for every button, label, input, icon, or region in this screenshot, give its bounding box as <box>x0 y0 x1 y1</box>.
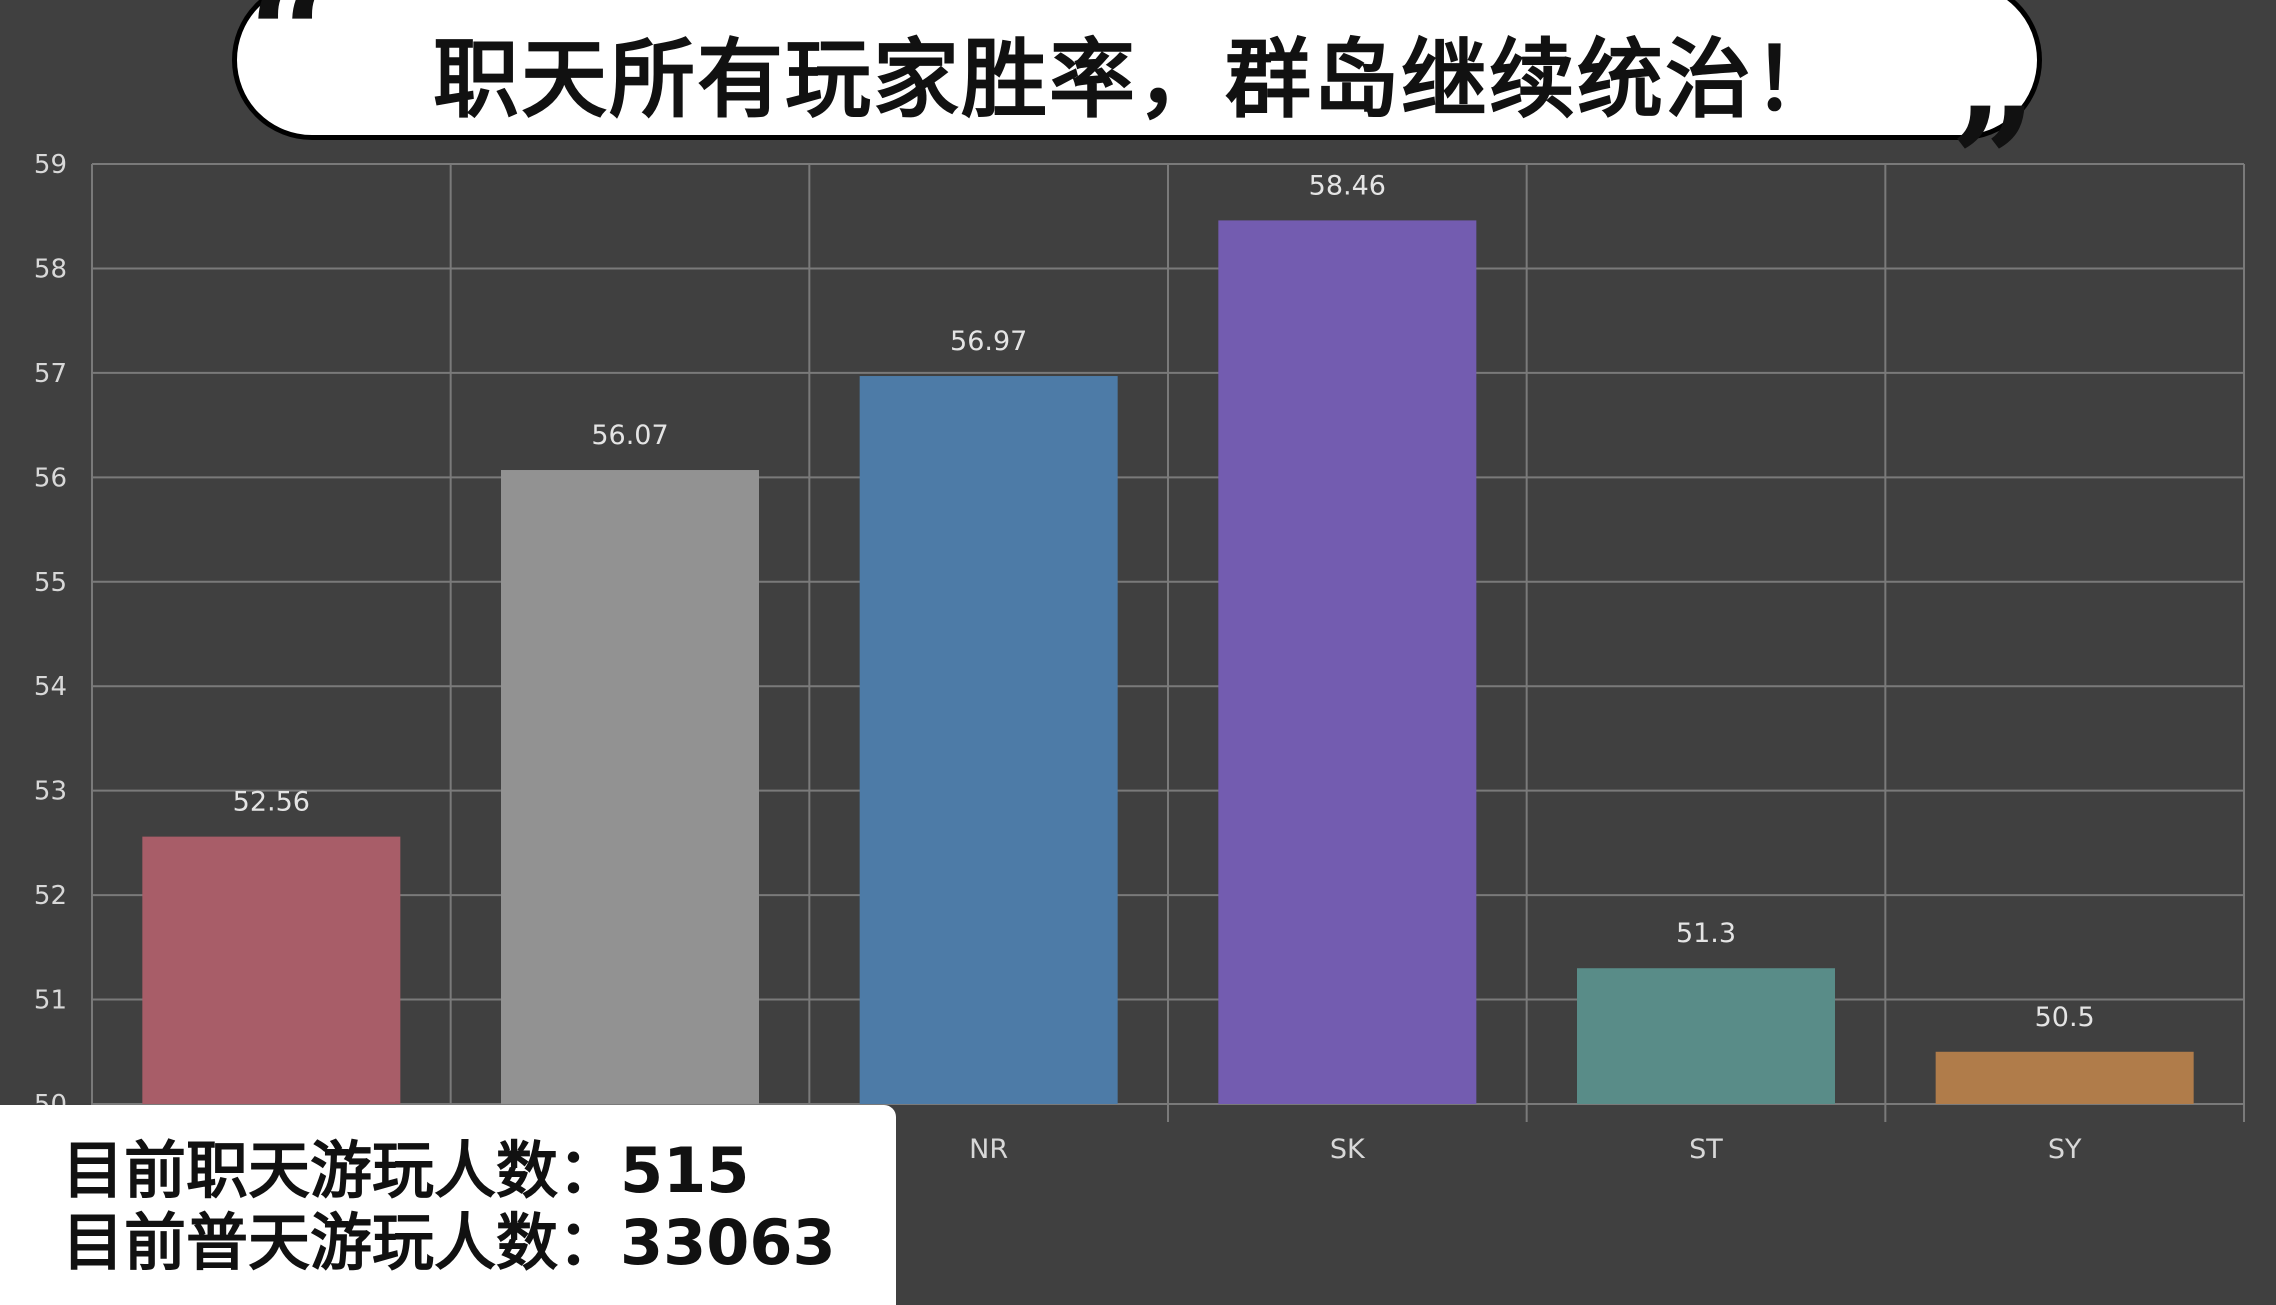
bar-value-label: 51.3 <box>1676 918 1736 949</box>
y-tick-label: 52 <box>34 881 67 911</box>
y-tick-label: 53 <box>34 777 67 807</box>
x-tick-label: NR <box>969 1134 1008 1165</box>
y-tick-label: 54 <box>34 672 67 702</box>
y-tick-label: 56 <box>34 463 67 493</box>
player-count-panel: 目前职天游玩人数：515 目前普天游玩人数：33063 <box>0 1105 896 1305</box>
title-bubble: 职天所有玩家胜率，群岛继续统治！ <box>232 0 2042 140</box>
bar-SK <box>1218 220 1477 1104</box>
bar-value-label: 50.5 <box>2035 1002 2095 1033</box>
bar-value-label: 52.56 <box>233 787 310 818</box>
page-title: 职天所有玩家胜率，群岛继续统治！ <box>433 29 1841 130</box>
y-tick-label: 59 <box>34 150 67 180</box>
bar-SY <box>1935 1051 2194 1104</box>
open-quote-mark: “ <box>248 0 335 123</box>
close-quote-mark: ” <box>1950 75 2037 251</box>
bar-series-1 <box>501 470 759 1104</box>
bar-NR <box>859 376 1118 1104</box>
x-tick-label: SY <box>2048 1134 2082 1165</box>
bar-value-label: 58.46 <box>1309 170 1386 201</box>
bar-value-label: 56.97 <box>950 326 1027 357</box>
y-tick-label: 58 <box>34 254 67 284</box>
y-tick-label: 55 <box>34 568 67 598</box>
bar-ST <box>1577 968 1835 1104</box>
chart-grid <box>91 163 2245 1122</box>
x-tick-label: SK <box>1330 1134 1366 1165</box>
bar-series-0 <box>142 836 401 1104</box>
chart-bars <box>142 220 2194 1104</box>
pro-player-count: 目前职天游玩人数：515 <box>62 1134 750 1207</box>
y-tick-label: 51 <box>34 986 67 1016</box>
x-tick-label: ST <box>1689 1134 1723 1165</box>
bar-value-label: 56.07 <box>591 420 668 451</box>
y-tick-label: 57 <box>34 359 67 389</box>
normal-player-count: 目前普天游玩人数：33063 <box>62 1206 836 1279</box>
